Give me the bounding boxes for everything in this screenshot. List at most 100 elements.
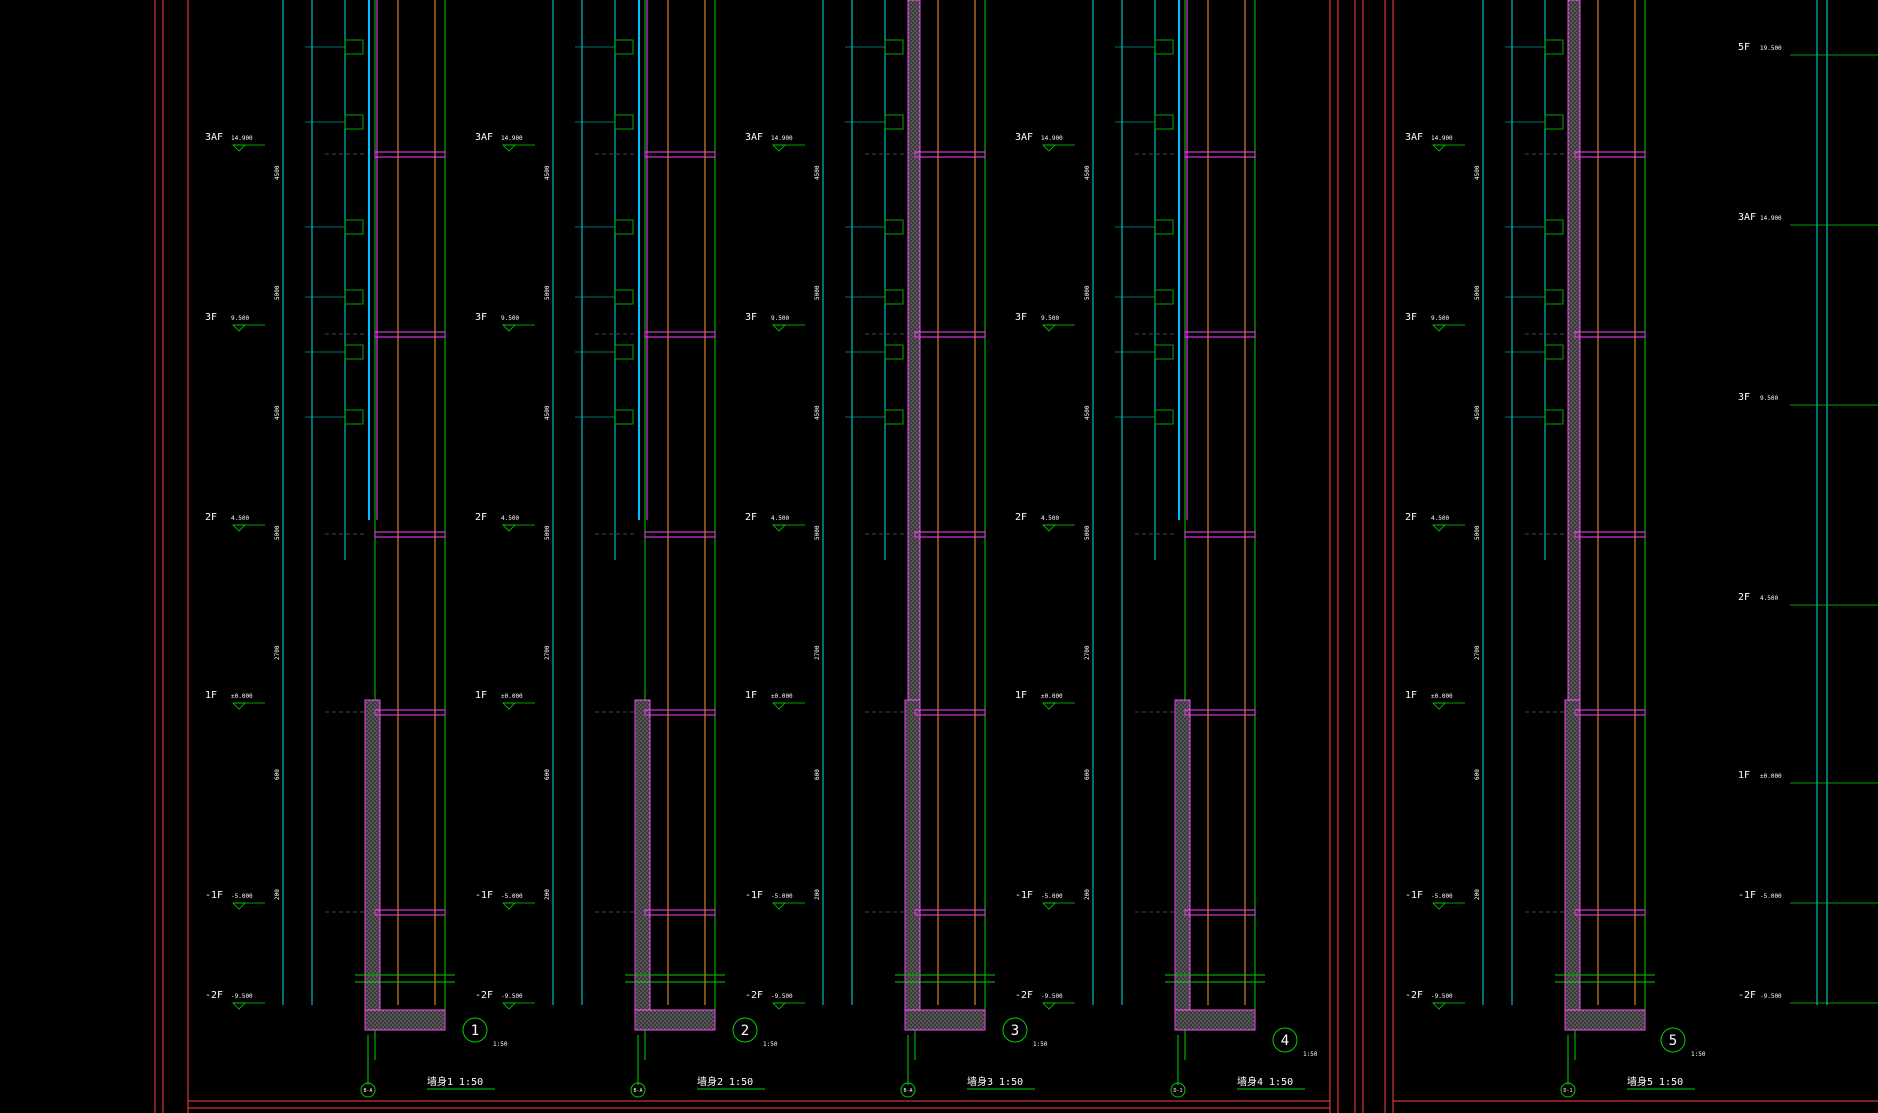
window-detail xyxy=(884,39,904,55)
level-elevation: -5.000 xyxy=(1760,893,1782,900)
level-name: 3F xyxy=(1738,392,1750,403)
dimension-text: 4500 xyxy=(544,405,551,420)
floor-slab xyxy=(374,531,446,538)
level-name: 3AF xyxy=(1405,132,1423,143)
window-detail xyxy=(1154,344,1174,360)
level-name: 3F xyxy=(475,312,487,323)
level-elevation: -9.500 xyxy=(501,993,523,1000)
level-marker xyxy=(772,324,786,332)
axis-bubble xyxy=(900,1082,916,1098)
concrete-wall xyxy=(907,0,921,701)
level-elevation: 14.900 xyxy=(501,135,523,142)
level-elevation: 14.900 xyxy=(771,135,793,142)
level-marker xyxy=(772,524,786,532)
level-elevation: -5.000 xyxy=(501,893,523,900)
section-number: 1 xyxy=(471,1023,479,1039)
section-title: 墙身1 1:50 xyxy=(427,1075,483,1088)
level-elevation: 14.900 xyxy=(231,135,253,142)
level-marker xyxy=(502,524,516,532)
level-name: 3F xyxy=(205,312,217,323)
level-marker xyxy=(1042,324,1056,332)
window-detail xyxy=(614,39,634,55)
floor-slab xyxy=(374,709,446,716)
dimension-text: 200 xyxy=(1474,889,1481,900)
level-elevation: 9.500 xyxy=(1041,315,1059,322)
level-marker xyxy=(1432,702,1446,710)
level-elevation: ±0.000 xyxy=(1760,773,1782,780)
level-marker xyxy=(1432,1002,1446,1010)
floor-slab xyxy=(374,331,446,338)
level-name: 1F xyxy=(1405,690,1417,701)
level-marker xyxy=(1042,524,1056,532)
level-name: -2F xyxy=(1738,990,1756,1001)
level-elevation: -5.000 xyxy=(1041,893,1063,900)
level-marker xyxy=(1432,524,1446,532)
window-detail xyxy=(344,114,364,130)
dimension-text: 2700 xyxy=(274,645,281,660)
level-marker xyxy=(502,1002,516,1010)
dimension-text: 4500 xyxy=(274,405,281,420)
window-detail xyxy=(344,219,364,235)
window-detail xyxy=(1544,39,1564,55)
axis-label: B-A xyxy=(633,1088,642,1094)
level-name: 1F xyxy=(745,690,757,701)
floor-slab xyxy=(914,909,986,916)
dimension-text: 2700 xyxy=(814,645,821,660)
window-detail xyxy=(1544,409,1564,425)
level-elevation: -9.500 xyxy=(231,993,253,1000)
level-name: -2F xyxy=(475,990,493,1001)
window-detail xyxy=(1154,289,1174,305)
level-elevation: 9.500 xyxy=(231,315,249,322)
window-detail xyxy=(1154,114,1174,130)
level-elevation: -9.500 xyxy=(1431,993,1453,1000)
foundation-slab xyxy=(364,1009,446,1031)
section-number: 4 xyxy=(1281,1033,1289,1049)
level-marker xyxy=(232,1002,246,1010)
level-marker xyxy=(1432,144,1446,152)
section-number: 5 xyxy=(1669,1033,1677,1049)
drawing-frame xyxy=(154,0,1878,1113)
floor-slab xyxy=(1574,331,1646,338)
level-marker xyxy=(502,702,516,710)
dimension-text: 5000 xyxy=(814,525,821,540)
window-detail xyxy=(614,409,634,425)
level-marker xyxy=(1042,902,1056,910)
level-elevation: 14.900 xyxy=(1431,135,1453,142)
concrete-wall xyxy=(1564,699,1581,1031)
floor-slab xyxy=(644,709,716,716)
level-marker xyxy=(232,144,246,152)
axis-bubble xyxy=(630,1082,646,1098)
level-elevation: 19.500 xyxy=(1760,45,1782,52)
foundation-slab xyxy=(1174,1009,1256,1031)
level-marker xyxy=(502,144,516,152)
dimension-text: 5000 xyxy=(274,525,281,540)
level-elevation: 4.500 xyxy=(771,515,789,522)
level-name: 2F xyxy=(745,512,757,523)
level-marker xyxy=(502,324,516,332)
dimension-text: 4500 xyxy=(274,165,281,180)
level-name: -2F xyxy=(205,990,223,1001)
level-name: 1F xyxy=(1738,770,1750,781)
level-name: 2F xyxy=(1405,512,1417,523)
floor-slab xyxy=(1184,531,1256,538)
level-elevation: 9.500 xyxy=(771,315,789,322)
floor-slab xyxy=(1184,331,1256,338)
level-elevation: 4.500 xyxy=(1431,515,1449,522)
window-detail xyxy=(614,114,634,130)
level-marker xyxy=(772,702,786,710)
level-elevation: ±0.000 xyxy=(1431,693,1453,700)
section-number-circle xyxy=(732,1017,758,1043)
level-name: 3F xyxy=(1405,312,1417,323)
dimension-text: 5000 xyxy=(814,285,821,300)
level-name: 2F xyxy=(475,512,487,523)
level-marker xyxy=(772,1002,786,1010)
floor-slab xyxy=(914,331,986,338)
floor-slab xyxy=(1184,909,1256,916)
dimension-text: 5000 xyxy=(1474,525,1481,540)
level-elevation: 4.500 xyxy=(231,515,249,522)
floor-slab xyxy=(1574,151,1646,158)
level-name: -1F xyxy=(475,890,493,901)
dimension-text: 4500 xyxy=(814,165,821,180)
floor-slab xyxy=(374,909,446,916)
